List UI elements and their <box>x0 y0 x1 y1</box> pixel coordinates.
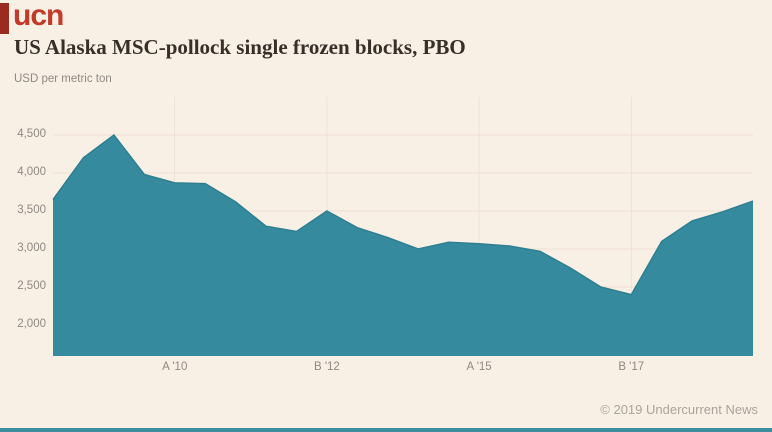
y-tick-label: 4,000 <box>17 166 46 178</box>
x-tick-label: A '15 <box>466 361 492 373</box>
bottom-accent-rule <box>0 428 772 432</box>
x-tick-label: A '10 <box>162 361 188 373</box>
price-area <box>53 135 753 356</box>
x-tick-label: B '12 <box>313 361 340 373</box>
units-label: USD per metric ton <box>14 73 112 85</box>
y-tick-label: 3,500 <box>17 204 46 216</box>
price-line <box>52 133 754 296</box>
y-axis: 2,000 2,500 3,000 3,500 4,000 4,500 <box>0 0 46 432</box>
logo-accent-bar <box>0 3 9 34</box>
chart-title: US Alaska MSC-pollock single frozen bloc… <box>14 35 466 59</box>
ucn-logo: ucn <box>0 0 64 34</box>
logo-text: ucn <box>13 0 64 32</box>
y-tick-label: 2,000 <box>17 318 46 330</box>
y-tick-label: 2,500 <box>17 280 46 292</box>
copyright-text: © 2019 Undercurrent News <box>600 402 758 417</box>
y-tick-label: 3,000 <box>17 242 46 254</box>
x-tick-label: B '17 <box>618 361 645 373</box>
y-tick-label: 4,500 <box>17 128 46 140</box>
price-area-chart <box>52 97 754 356</box>
